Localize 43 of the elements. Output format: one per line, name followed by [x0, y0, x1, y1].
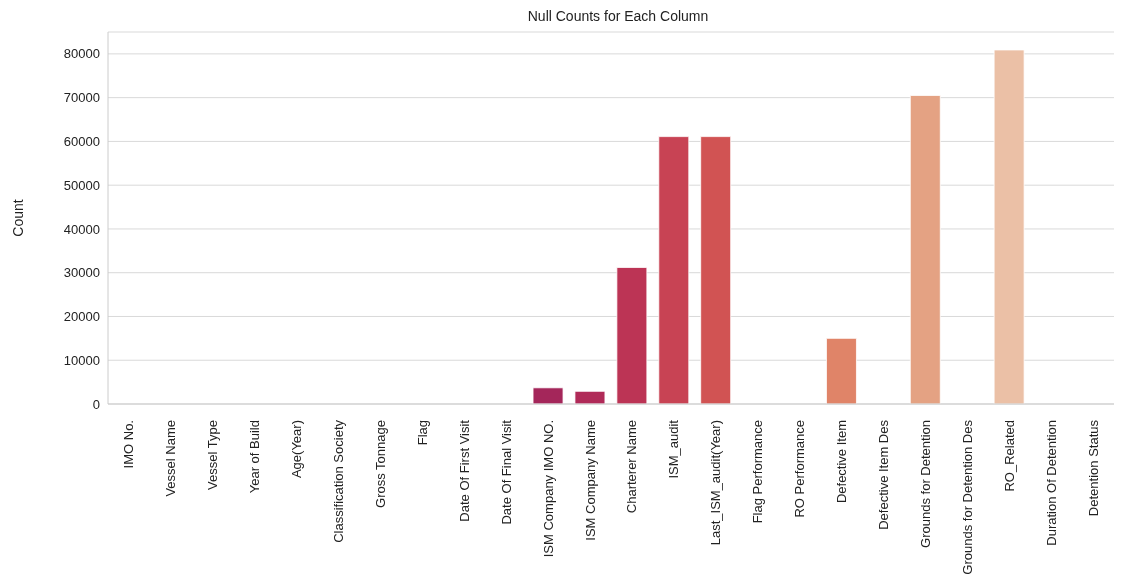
x-tick-label: Charterer Name	[624, 420, 640, 514]
x-tick-label: Date Of Final Visit	[498, 419, 514, 525]
x-tick-label: Defective Item Des	[875, 419, 891, 530]
bar	[658, 136, 690, 404]
x-tick-label: Gross Tonnage	[372, 420, 388, 508]
x-tick-label: ISM Company IMO NO.	[540, 420, 556, 558]
bar	[574, 390, 606, 404]
bar	[826, 337, 857, 404]
x-tick-label: RO_Related	[1001, 420, 1017, 492]
x-tick-label: IMO No.	[121, 420, 137, 469]
bar	[700, 136, 732, 404]
y-tick-label: 40000	[63, 221, 100, 237]
y-tick-label: 70000	[63, 90, 100, 106]
x-tick-label: Flag	[414, 420, 430, 446]
x-tick-label: Year of Build	[247, 420, 263, 494]
y-tick-label: 60000	[63, 134, 100, 150]
bar	[909, 95, 941, 404]
x-tick-label: RO Performance	[792, 420, 808, 518]
x-tick-label: Grounds for Detention	[917, 420, 933, 548]
x-tick-label: ISM_audit	[666, 419, 682, 479]
x-tick-label: ISM Company Name	[582, 420, 598, 541]
x-tick-label: Vessel Name	[163, 420, 179, 497]
x-tick-label: Vessel Type	[205, 420, 221, 490]
y-tick-label: 20000	[63, 309, 100, 325]
y-tick-label: 10000	[63, 352, 100, 368]
bar	[993, 49, 1025, 404]
y-tick-label: 30000	[63, 265, 100, 281]
y-tick-label: 0	[92, 396, 100, 412]
y-tick-label: 80000	[63, 46, 100, 62]
x-tick-label: Duration Of Detention	[1043, 420, 1059, 546]
x-tick-label: Date Of First Visit	[456, 419, 472, 522]
x-tick-label: Last_ISM_audit(Year)	[708, 420, 724, 546]
y-axis-title: Count	[9, 199, 26, 237]
x-tick-label: Age(Year)	[289, 420, 305, 479]
bar	[532, 387, 564, 404]
bar	[616, 267, 648, 404]
y-tick-label: 50000	[63, 177, 100, 193]
chart-title: Null Counts for Each Column	[526, 8, 710, 26]
x-tick-label: Classification Society	[331, 419, 347, 543]
x-tick-label: Defective Item	[834, 420, 850, 504]
x-tick-label: Grounds for Detention Des	[959, 419, 975, 575]
x-tick-label: Flag Performance	[750, 420, 766, 524]
x-tick-label: Detention Status	[1085, 419, 1101, 517]
